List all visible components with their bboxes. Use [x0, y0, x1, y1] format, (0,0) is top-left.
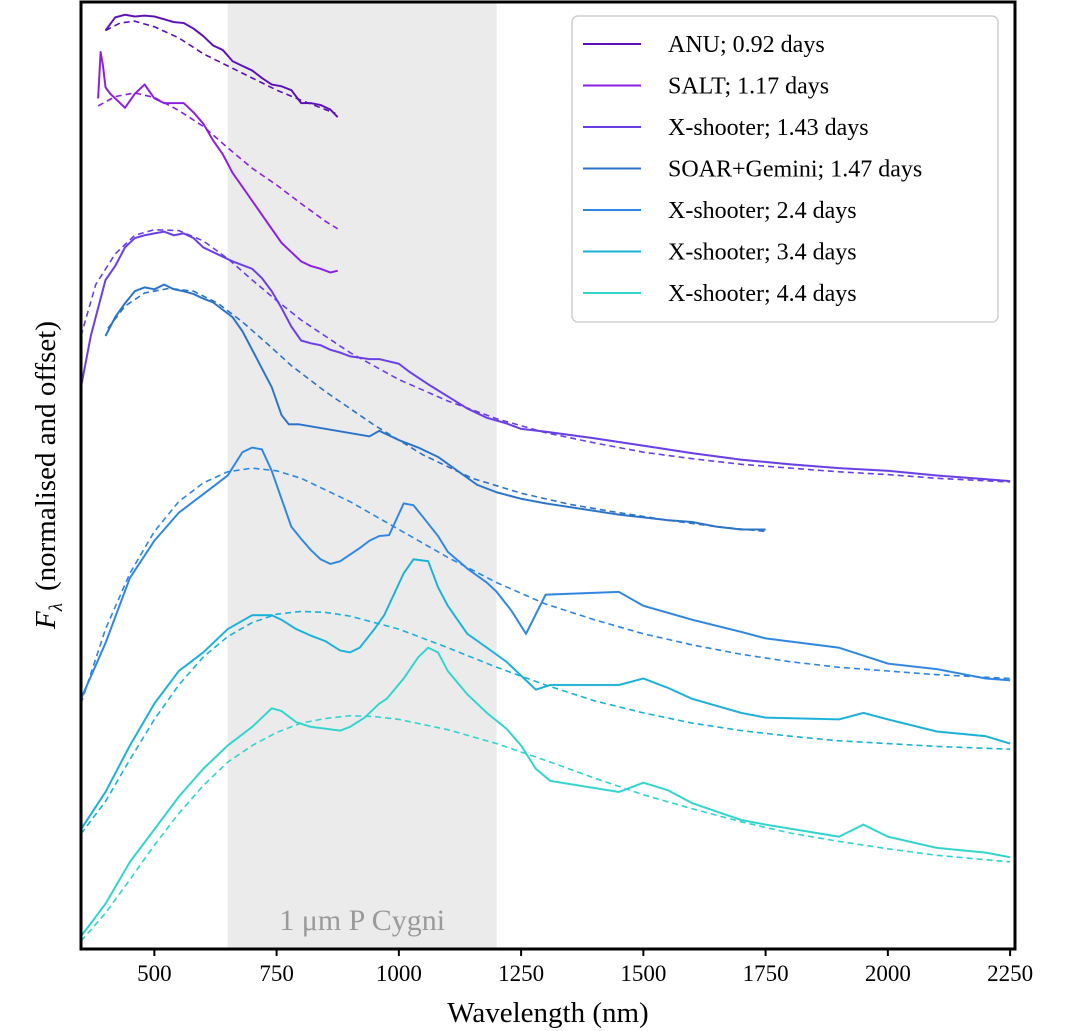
legend-label: X-shooter; 4.4 days	[668, 281, 857, 307]
series-2-spectrum	[97, 51, 338, 274]
legend-label: X-shooter; 3.4 days	[668, 240, 857, 266]
y-axis-label-subscript: λ	[46, 603, 67, 612]
legend: ANU; 0.92 days SALT; 1.17 days X-shooter; …	[571, 15, 999, 323]
x-tick-label: 1500	[620, 961, 666, 986]
plot-frame	[79, 0, 1017, 951]
series-3-model-fit	[81, 228, 1011, 483]
series-7-spectrum-raw	[81, 646, 1011, 937]
x-tick-label: 1000	[376, 961, 422, 986]
x-tick-label: 750	[259, 961, 294, 986]
series-4-spectrum	[104, 283, 766, 531]
y-axis-label-rest: (normalised and offset)	[30, 321, 62, 591]
series-3-spectrum	[81, 230, 1011, 482]
x-tick-label: 500	[137, 961, 172, 986]
x-axis-label: Wavelength (nm)	[447, 997, 648, 1029]
legend-label: SALT; 1.17 days	[668, 74, 829, 100]
series-6-spectrum	[81, 558, 1011, 830]
series-6-model-fit	[81, 610, 1011, 835]
series-6-spectrum-raw	[81, 558, 1011, 830]
x-tick-label: 1750	[743, 961, 789, 986]
x-tick-label: 2250	[987, 961, 1033, 986]
series-7-spectrum	[81, 646, 1011, 937]
legend-label: X-shooter; 2.4 days	[668, 198, 857, 224]
series-5-spectrum	[81, 446, 1011, 700]
series-7-model-fit	[81, 714, 1011, 942]
x-tick-label: 1250	[498, 961, 544, 986]
series-5-model-fit	[81, 467, 1011, 704]
legend-label: ANU; 0.92 days	[668, 32, 825, 58]
p-cygni-shaded-region	[227, 2, 497, 949]
series-1-model-fit	[105, 20, 336, 115]
series-5-spectrum-raw	[81, 446, 1011, 700]
series-layer	[81, 13, 1011, 942]
y-axis-label: Fλ (normalised and offset)	[30, 321, 67, 630]
series-2-model-fit	[97, 92, 339, 230]
x-tick-label: 2000	[865, 961, 911, 986]
legend-label: SOAR+Gemini; 1.47 days	[668, 157, 922, 183]
x-axis-ticks: 500 750 1000 1250 1500 1750 2000 2250	[137, 949, 1033, 986]
legend-box	[571, 15, 999, 323]
p-cygni-region-label: 1 μm P Cygni	[279, 904, 445, 937]
y-axis-label-symbol: F	[30, 611, 62, 630]
legend-label: X-shooter; 1.43 days	[668, 115, 869, 141]
series-1-spectrum	[104, 13, 339, 118]
